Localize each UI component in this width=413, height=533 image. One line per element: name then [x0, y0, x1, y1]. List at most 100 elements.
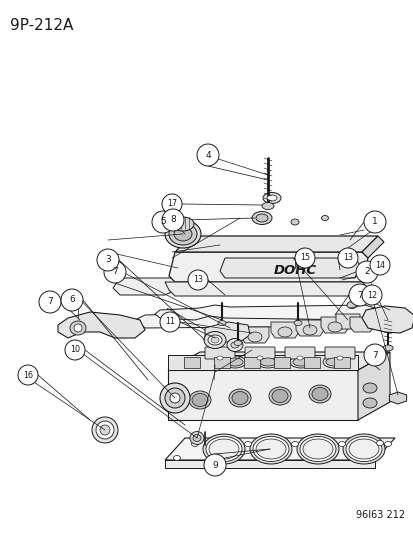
Ellipse shape: [255, 214, 267, 222]
FancyBboxPatch shape: [183, 357, 199, 368]
Ellipse shape: [170, 393, 180, 403]
Circle shape: [204, 454, 225, 476]
Text: 13: 13: [342, 254, 352, 262]
Ellipse shape: [256, 356, 262, 360]
Ellipse shape: [325, 358, 341, 366]
Polygon shape: [361, 236, 383, 258]
Ellipse shape: [226, 338, 242, 351]
Text: 15: 15: [299, 254, 309, 262]
Ellipse shape: [226, 358, 242, 366]
Ellipse shape: [70, 321, 86, 335]
Text: 7: 7: [356, 290, 362, 300]
Ellipse shape: [296, 356, 302, 360]
Ellipse shape: [192, 434, 201, 441]
Ellipse shape: [362, 383, 376, 393]
Ellipse shape: [244, 441, 251, 447]
Ellipse shape: [293, 320, 301, 326]
Text: 8: 8: [170, 215, 176, 224]
Ellipse shape: [277, 327, 291, 337]
Polygon shape: [320, 317, 348, 333]
Polygon shape: [361, 306, 413, 333]
Circle shape: [355, 261, 377, 283]
Ellipse shape: [382, 345, 392, 351]
Ellipse shape: [165, 220, 201, 248]
Polygon shape: [113, 278, 175, 295]
Ellipse shape: [173, 456, 180, 461]
Ellipse shape: [292, 358, 308, 366]
Ellipse shape: [375, 440, 382, 446]
FancyBboxPatch shape: [284, 347, 314, 359]
Ellipse shape: [299, 437, 335, 462]
Ellipse shape: [252, 437, 288, 462]
Ellipse shape: [92, 417, 118, 443]
Text: 13: 13: [192, 276, 202, 285]
Ellipse shape: [256, 356, 278, 368]
Text: 3: 3: [105, 255, 111, 264]
Polygon shape: [135, 310, 389, 328]
Polygon shape: [165, 460, 374, 468]
Ellipse shape: [261, 203, 273, 209]
Text: 17: 17: [166, 199, 177, 208]
Ellipse shape: [291, 441, 298, 447]
Polygon shape: [168, 355, 357, 370]
Polygon shape: [204, 322, 249, 342]
Ellipse shape: [189, 391, 211, 409]
Polygon shape: [349, 317, 373, 332]
Ellipse shape: [271, 390, 287, 402]
Ellipse shape: [74, 324, 82, 332]
Text: 4: 4: [205, 150, 210, 159]
Ellipse shape: [289, 356, 311, 368]
Circle shape: [104, 261, 126, 283]
Polygon shape: [388, 392, 406, 404]
Polygon shape: [240, 327, 268, 343]
Text: DOHC: DOHC: [273, 263, 316, 277]
Polygon shape: [154, 305, 374, 320]
Polygon shape: [175, 236, 377, 252]
Polygon shape: [168, 370, 357, 420]
Ellipse shape: [216, 356, 223, 360]
Ellipse shape: [296, 434, 338, 464]
Ellipse shape: [338, 441, 345, 447]
Polygon shape: [295, 320, 323, 336]
FancyBboxPatch shape: [243, 357, 259, 368]
Ellipse shape: [159, 383, 190, 413]
FancyBboxPatch shape: [324, 347, 354, 359]
Text: 9: 9: [211, 461, 217, 470]
FancyBboxPatch shape: [214, 357, 230, 368]
Ellipse shape: [100, 425, 110, 435]
Circle shape: [159, 312, 180, 332]
Ellipse shape: [322, 356, 344, 368]
Ellipse shape: [376, 356, 382, 360]
Ellipse shape: [228, 389, 250, 407]
Text: 11: 11: [165, 318, 175, 327]
Ellipse shape: [268, 387, 290, 405]
Ellipse shape: [190, 432, 204, 445]
Text: 9P-212A: 9P-212A: [10, 18, 73, 33]
Ellipse shape: [302, 439, 332, 459]
Ellipse shape: [230, 342, 238, 348]
Text: 7: 7: [47, 297, 53, 306]
Circle shape: [97, 249, 119, 271]
Text: 14: 14: [374, 261, 384, 270]
Text: 6: 6: [69, 295, 75, 304]
Ellipse shape: [233, 341, 242, 345]
Text: 16: 16: [23, 370, 33, 379]
Text: 2: 2: [363, 268, 369, 277]
Text: 10: 10: [70, 345, 80, 354]
Polygon shape: [169, 252, 367, 282]
Ellipse shape: [223, 356, 245, 368]
Ellipse shape: [255, 439, 285, 459]
Ellipse shape: [362, 398, 376, 408]
Circle shape: [361, 285, 381, 305]
Circle shape: [363, 211, 385, 233]
Text: 1: 1: [371, 217, 377, 227]
Ellipse shape: [191, 441, 198, 447]
Ellipse shape: [311, 387, 327, 400]
Text: 7: 7: [371, 351, 377, 359]
Ellipse shape: [249, 434, 291, 464]
Polygon shape: [58, 312, 145, 338]
Polygon shape: [357, 352, 389, 420]
FancyBboxPatch shape: [273, 357, 289, 368]
Polygon shape: [168, 352, 389, 370]
Ellipse shape: [202, 434, 244, 464]
